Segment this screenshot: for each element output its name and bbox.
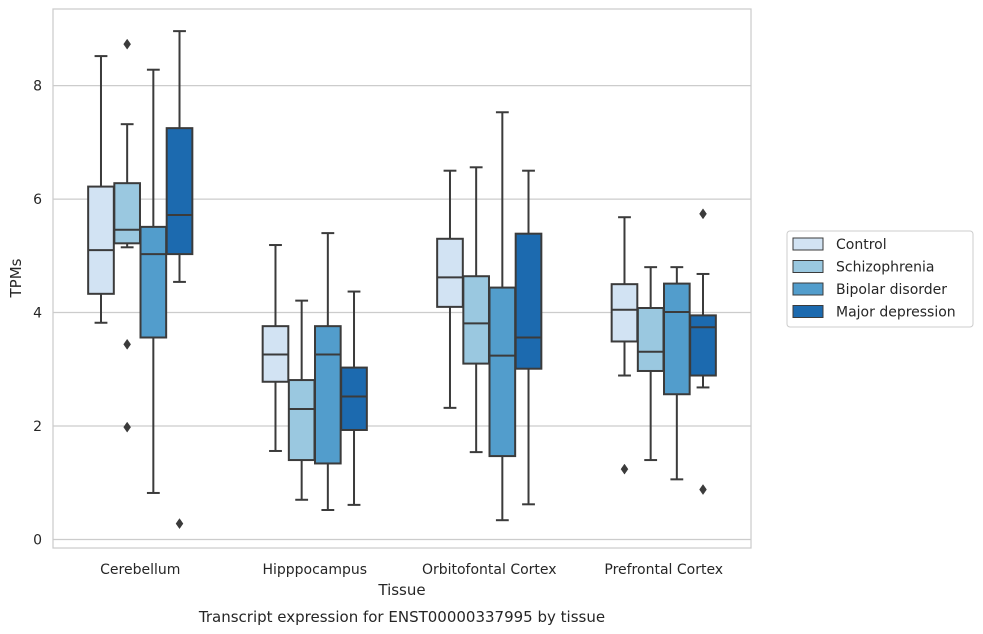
box-schizophrenia: [636, 266, 665, 462]
x-axis-label: Tissue: [377, 581, 425, 599]
plot-area: [52, 8, 752, 549]
legend-swatch: [792, 305, 824, 318]
box-iqr: [139, 225, 168, 339]
box-control: [436, 169, 464, 409]
boxes: [87, 30, 717, 522]
box-iqr: [165, 127, 194, 256]
box-major-depression: [689, 272, 717, 389]
box-iqr: [436, 237, 464, 308]
x-tick-label: Hipppocampus: [262, 562, 367, 578]
outlier-point: [123, 38, 131, 50]
legend: Control Schizophrenia Bipolar disorder Majo…: [786, 230, 974, 328]
outlier-point: [175, 518, 184, 530]
grid-lines: [53, 84, 751, 541]
box-major-depression: [340, 290, 368, 506]
box-iqr: [663, 282, 691, 396]
x-tick-label: Orbitofontal Cortex: [422, 562, 557, 578]
box-bipolar-disorder: [314, 232, 342, 511]
box-schizophrenia: [462, 166, 490, 454]
box-bipolar-disorder: [488, 111, 517, 522]
outliers: [123, 38, 707, 530]
legend-swatch: [792, 237, 824, 251]
box-iqr: [462, 275, 490, 365]
box-iqr: [689, 314, 717, 377]
x-tick-labels: Cerebellum Hipppocampus Orbitofontal Corte…: [100, 562, 723, 578]
legend-swatch: [792, 260, 824, 273]
outlier-point: [123, 421, 131, 433]
legend-swatch: [792, 282, 824, 296]
box-iqr: [113, 182, 141, 245]
box-iqr: [314, 325, 342, 465]
box-schizophrenia: [113, 123, 141, 249]
box-bipolar-disorder: [139, 68, 168, 494]
legend-label: Schizophrenia: [836, 260, 934, 276]
x-tick-label: Prefrontal Cortex: [604, 562, 723, 578]
outlier-point: [699, 208, 707, 220]
legend-label: Bipolar disorder: [836, 282, 947, 298]
y-axis-label: TPMs: [7, 258, 25, 298]
outlier-point: [620, 463, 629, 475]
box-control: [87, 55, 115, 324]
y-tick-labels: 0 2 4 6 8: [33, 79, 42, 549]
legend-frame: [786, 230, 974, 328]
box-iqr: [340, 366, 368, 431]
box-iqr: [87, 185, 115, 295]
outlier-point: [699, 484, 707, 495]
y-tick-label: 0: [33, 532, 42, 548]
box-major-depression: [514, 169, 543, 506]
box-iqr: [636, 307, 665, 372]
box-iqr: [610, 283, 639, 343]
box-iqr: [488, 286, 517, 458]
legend-label: Major depression: [836, 305, 956, 321]
outlier-point: [123, 338, 131, 350]
box-major-depression: [165, 30, 194, 283]
y-tick-label: 6: [33, 192, 42, 208]
legend-label: Control: [836, 237, 887, 253]
y-tick-label: 2: [33, 419, 42, 435]
x-tick-label: Cerebellum: [100, 562, 180, 578]
box-schizophrenia: [287, 299, 316, 501]
box-iqr: [514, 232, 543, 370]
box-control: [261, 244, 290, 452]
chart-caption: Transcript expression for ENST0000033799…: [198, 608, 605, 626]
y-tick-label: 4: [33, 306, 42, 322]
y-tick-label: 8: [33, 79, 42, 95]
box-iqr: [287, 379, 316, 462]
